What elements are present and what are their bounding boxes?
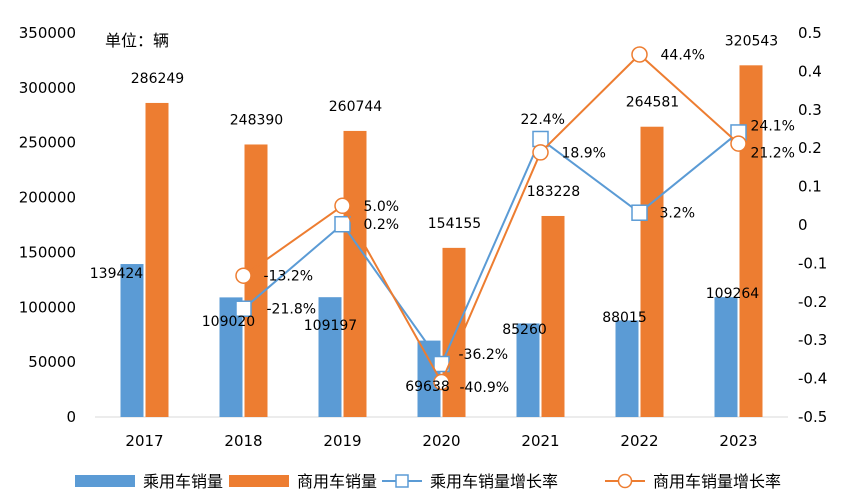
passenger-sales-label: 88015: [602, 310, 647, 326]
y-right-tick-label: 0.2: [798, 139, 822, 157]
y-right-tick-label: 0: [798, 216, 808, 234]
y-left-tick-label: 150000: [19, 243, 76, 261]
axes: 0 50000 100000 150000 200000 250000 300000 3500…: [19, 24, 828, 450]
commercial-growth-marker: [334, 197, 351, 215]
x-tick-label: 2021: [521, 432, 559, 450]
commercial-bar: [343, 130, 367, 418]
commercial-growth-marker: [631, 46, 648, 63]
passenger-bar: [615, 320, 639, 417]
commercial-growth-marker: [532, 144, 549, 161]
y-right-tick-label: -0.5: [798, 408, 827, 426]
y-left-tick-label: 250000: [19, 134, 76, 152]
bars: [120, 65, 763, 418]
commercial-sales-label: 260744: [329, 99, 383, 115]
x-tick-label: 2023: [719, 432, 757, 450]
legend-commercial-sales: 商用车销量: [297, 472, 377, 491]
commercial-bar: [145, 102, 169, 417]
legend: 乘用车销量 商用车销量 乘用车销量增长率 商用车销量增长率: [75, 472, 781, 491]
passenger-growth-label: 0.2%: [364, 217, 400, 233]
commercial-growth-label: 21.2%: [751, 146, 795, 162]
commercial-sales-label: 154155: [428, 216, 481, 232]
passenger-growth-line: [242, 131, 740, 367]
y-right-tick-label: 0.5: [798, 24, 822, 42]
passenger-growth-marker: [631, 204, 648, 221]
commercial-growth-label: 5.0%: [364, 199, 400, 215]
passenger-growth-marker: [334, 215, 351, 233]
passenger-sales-label: 109264: [706, 286, 760, 302]
y-right-tick-label: 0.4: [798, 62, 822, 80]
commercial-growth-label: 44.4%: [661, 48, 705, 64]
passenger-bar: [714, 297, 738, 417]
passenger-growth-label: -21.8%: [267, 302, 317, 318]
legend-passenger-sales: 乘用车销量: [143, 472, 223, 491]
passenger-sales-label: 109197: [304, 318, 357, 334]
y-left-tick-label: 300000: [19, 79, 76, 97]
passenger-growth-label: 3.2%: [660, 206, 696, 222]
y-right-tick-label: -0.3: [798, 331, 827, 349]
legend-commercial-sales-swatch: [229, 475, 289, 487]
commercial-growth-marker: [730, 135, 747, 152]
commercial-growth-label: -40.9%: [460, 380, 510, 396]
commercial-sales-label: 320543: [725, 33, 778, 49]
y-left-tick-label: 200000: [19, 189, 76, 207]
passenger-growth-marker: [235, 300, 252, 317]
passenger-growth-label: 24.1%: [751, 118, 795, 134]
passenger-bar: [318, 297, 342, 417]
passenger-bar: [516, 323, 540, 417]
commercial-sales-label: 286249: [131, 71, 184, 87]
legend-square-marker: [395, 474, 409, 488]
y-right-tick-label: -0.4: [798, 370, 827, 388]
passenger-growth-label: -36.2%: [459, 347, 509, 363]
passenger-sales-label: 109020: [202, 314, 255, 330]
y-right-tick-label: 0.1: [798, 178, 822, 196]
y-left-tick-label: 350000: [19, 24, 76, 42]
x-tick-label: 2019: [323, 432, 361, 450]
y-right-tick-label: -0.2: [798, 293, 827, 311]
y-right-tick-label: 0.3: [798, 101, 822, 119]
legend-passenger-sales-swatch: [75, 475, 135, 487]
commercial-bar: [739, 65, 763, 417]
commercial-growth-line: [242, 53, 740, 385]
passenger-sales-label: 85260: [502, 322, 547, 338]
y-right-tick-label: -0.1: [798, 254, 827, 272]
commercial-sales-label: 248390: [230, 112, 283, 128]
commercial-bar: [244, 144, 268, 417]
legend-passenger-growth: 乘用车销量增长率: [430, 472, 558, 491]
passenger-bar: [219, 297, 243, 417]
data-labels: 139424 109020 109197 69638 85260 88015 109264 2…: [90, 33, 795, 396]
commercial-growth-marker: [235, 267, 252, 284]
x-tick-label: 2017: [125, 432, 163, 450]
passenger-growth-label: 22.4%: [521, 112, 565, 128]
commercial-sales-label: 264581: [626, 95, 679, 111]
x-tick-label: 2018: [224, 432, 262, 450]
x-tick-label: 2020: [422, 432, 460, 450]
passenger-bar: [120, 264, 144, 417]
growth-lines: [235, 46, 747, 391]
commercial-growth-marker: [433, 373, 450, 391]
legend-commercial-growth: 商用车销量增长率: [653, 472, 781, 491]
commercial-growth-label: -13.2%: [264, 269, 314, 285]
commercial-bar: [541, 215, 565, 417]
passenger-sales-label: 69638: [405, 379, 450, 395]
commercial-growth-label: 18.9%: [562, 145, 606, 161]
commercial-sales-label: 183228: [527, 184, 580, 200]
y-left-tick-label: 50000: [28, 353, 76, 371]
x-tick-label: 2022: [620, 432, 658, 450]
commercial-bar: [640, 126, 664, 417]
unit-label: 单位：辆: [105, 31, 169, 50]
y-left-tick-label: 0: [66, 408, 76, 426]
legend-circle-marker: [617, 473, 633, 489]
passenger-sales-label: 139424: [90, 266, 144, 282]
y-left-tick-label: 100000: [19, 298, 76, 316]
commercial-bar: [442, 247, 466, 417]
